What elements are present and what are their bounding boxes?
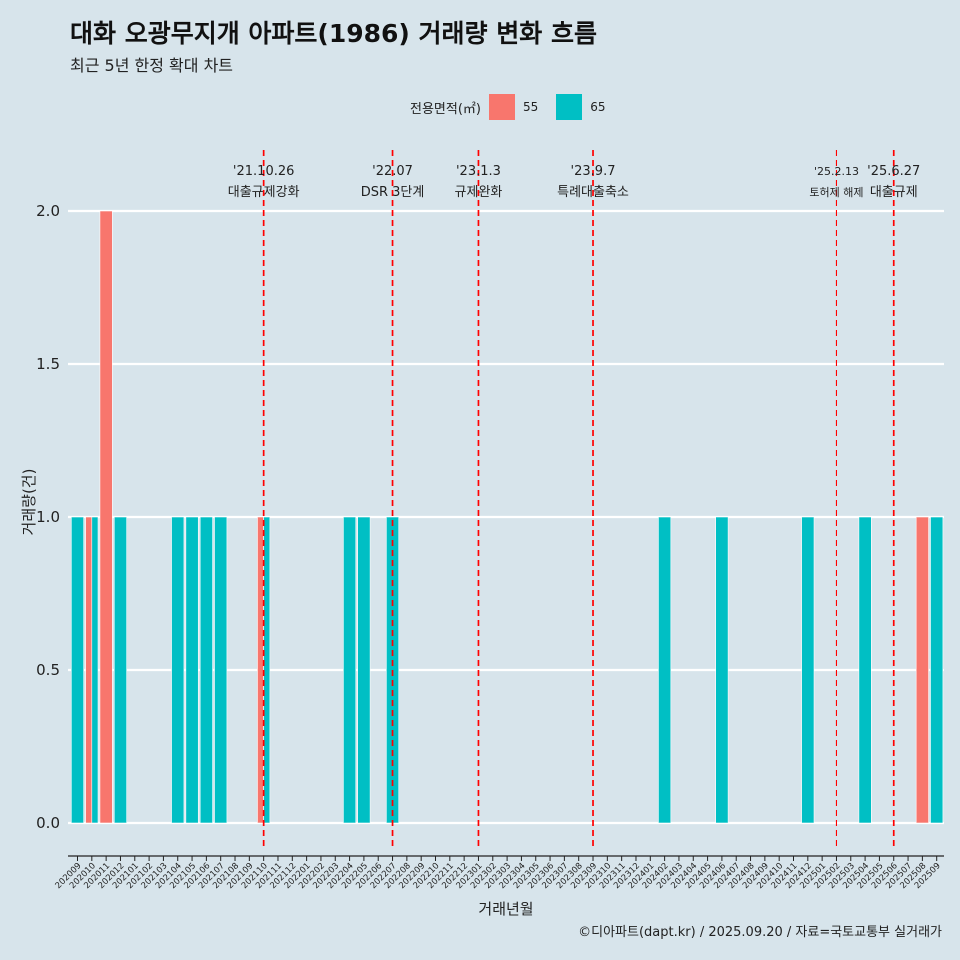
bar-202010-55 xyxy=(85,516,93,824)
bar-202104-65 xyxy=(171,516,185,824)
bar-202508-55 xyxy=(915,516,929,824)
bar-202105-65 xyxy=(185,516,199,824)
bar-202402-65 xyxy=(658,516,672,824)
x-axis: 2020092020102020112020122021012021022021… xyxy=(54,855,944,891)
x-axis-label: 거래년월 xyxy=(478,900,533,918)
y-tick-label: 0.5 xyxy=(36,661,60,679)
event-date-label: '25.6.27 xyxy=(867,164,920,179)
bar-202504-65 xyxy=(858,516,872,824)
bar-202107-65 xyxy=(214,516,228,824)
event-text-label: DSR 3단계 xyxy=(361,185,425,200)
legend-label-65: 65 xyxy=(590,100,606,114)
event-date-label: '25.2.13 xyxy=(814,165,859,178)
y-tick-label: 1.5 xyxy=(36,355,60,373)
bar-202110-65 xyxy=(263,516,271,824)
bar-202106-65 xyxy=(199,516,213,824)
event-text-label: 특례대출축소 xyxy=(557,185,629,200)
y-axis-label: 거래량(건) xyxy=(20,469,38,536)
legend: 전용면적(㎡) 55 65 xyxy=(410,93,616,121)
event-date-label: '22.07 xyxy=(372,164,413,179)
event-date-label: '23.1.3 xyxy=(456,164,501,179)
event-date-label: '21.10.26 xyxy=(233,164,294,179)
bar-202205-65 xyxy=(357,516,371,824)
bar-202509-65 xyxy=(930,516,944,824)
event-date-label: '23.9.7 xyxy=(571,164,616,179)
event-text-label: 대출규제 xyxy=(870,185,918,200)
legend-title: 전용면적(㎡) xyxy=(410,101,481,117)
event-lines xyxy=(262,150,895,850)
bars xyxy=(71,210,944,824)
bar-202011-55 xyxy=(99,210,113,824)
legend-swatch-65 xyxy=(556,94,583,120)
bar-202412-65 xyxy=(801,516,815,824)
bar-202009-65 xyxy=(71,516,85,824)
event-text-label: 토허제 해제 xyxy=(809,185,863,199)
bar-202204-65 xyxy=(343,516,357,824)
source-caption: ©디아파트(dapt.kr) / 2025.09.20 / 자료=국토교통부 실… xyxy=(578,925,942,940)
event-annotations: '21.10.26 대출규제강화 '22.07 DSR 3단계 '23.1.3 규제완화 '… xyxy=(228,164,921,200)
y-tick-label: 1.0 xyxy=(36,508,60,526)
chart-title: 대화 오광무지개 아파트(1986) 거래량 변화 흐름 xyxy=(70,19,597,48)
legend-swatch-55 xyxy=(488,94,515,120)
y-tick-label: 2.0 xyxy=(36,202,60,220)
chart-subtitle: 최근 5년 한정 확대 차트 xyxy=(70,56,234,75)
grid-lines xyxy=(68,209,944,825)
bar-202012-65 xyxy=(113,516,127,824)
y-tick-label: 0.0 xyxy=(36,814,60,832)
event-text-label: 대출규제강화 xyxy=(228,185,300,200)
legend-label-55: 55 xyxy=(522,100,539,114)
bar-202010-65 xyxy=(91,516,99,824)
y-axis-ticks: 0.0 0.5 1.0 1.5 2.0 xyxy=(36,202,60,832)
bar-202110-55 xyxy=(257,516,264,824)
event-text-label: 규제완화 xyxy=(455,185,503,200)
bar-202406-65 xyxy=(715,516,729,824)
